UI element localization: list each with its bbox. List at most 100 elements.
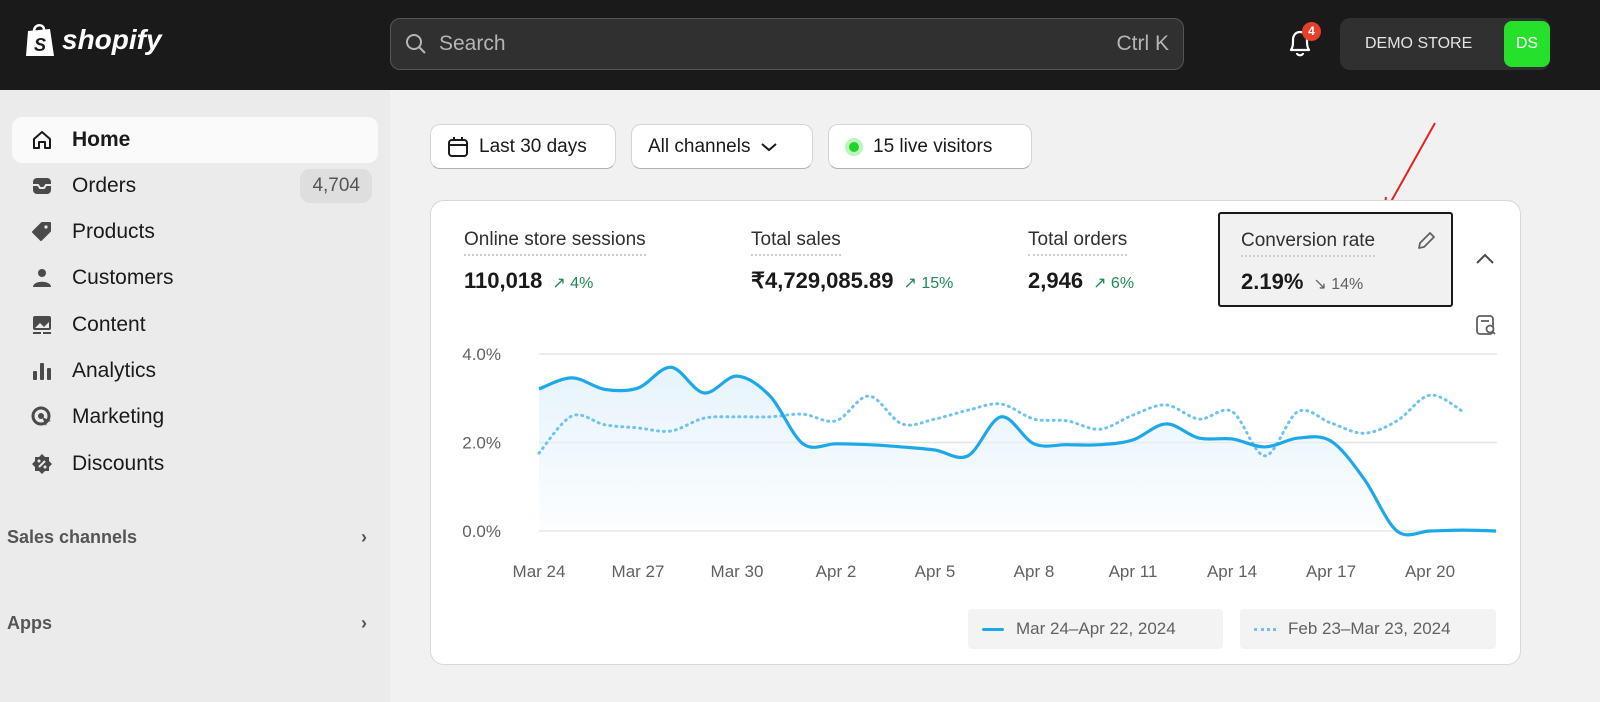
- sidebar-item-home[interactable]: Home: [12, 117, 378, 163]
- dotted-line-icon: [1254, 627, 1276, 631]
- sidebar-item-label: Products: [72, 220, 155, 243]
- store-menu-button[interactable]: DEMO STORE DS: [1340, 18, 1550, 70]
- apps-section[interactable]: Apps ›: [7, 613, 367, 634]
- sidebar-item-label: Customers: [72, 266, 174, 289]
- pencil-icon[interactable]: [1415, 230, 1437, 252]
- previous-series-line: [537, 393, 1465, 458]
- x-tick-label: Mar 24: [513, 562, 566, 581]
- metric-label: Total orders: [1028, 229, 1128, 256]
- sidebar-item-label: Orders: [72, 174, 137, 197]
- date-range-button[interactable]: Last 30 days: [430, 124, 616, 169]
- y-tick-label: 0.0%: [462, 522, 501, 541]
- shopify-logo[interactable]: S shopify: [24, 22, 162, 58]
- legend-label: Feb 23–Mar 23, 2024: [1288, 619, 1451, 638]
- search-shortcut: Ctrl K: [1116, 32, 1170, 55]
- date-range-label: Last 30 days: [479, 135, 587, 157]
- metric-total-orders[interactable]: Total orders 2,946 ↗ 6%: [1028, 229, 1134, 294]
- metric-value: 2,946: [1028, 268, 1084, 293]
- arrow-up-icon: ↗: [903, 275, 917, 292]
- calendar-icon: [448, 136, 468, 157]
- sidebar-item-label: Marketing: [72, 405, 165, 428]
- metric-label: Conversion rate: [1241, 230, 1376, 257]
- tag-icon: [12, 220, 72, 244]
- home-icon: [12, 128, 72, 152]
- live-visitors-label: 15 live visitors: [873, 135, 993, 157]
- metric-value: 2.19%: [1241, 269, 1304, 294]
- bar-chart-icon: [12, 359, 72, 383]
- person-icon: [12, 266, 72, 290]
- svg-text:S: S: [34, 35, 46, 55]
- x-tick-label: Apr 2: [816, 562, 857, 581]
- sidebar-item-label: Discounts: [72, 452, 165, 475]
- sidebar-item-label: Analytics: [72, 359, 157, 382]
- y-tick-label: 4.0%: [462, 345, 501, 364]
- chevron-down-icon: [761, 142, 778, 151]
- metric-value: ₹4,729,085.89: [751, 268, 894, 293]
- sidebar-item-label: Home: [72, 128, 131, 151]
- sidebar-item-marketing[interactable]: Marketing: [12, 394, 378, 440]
- legend-item-previous[interactable]: Feb 23–Mar 23, 2024: [1240, 609, 1496, 649]
- arrow-down-icon: ↘: [1313, 276, 1327, 293]
- current-series-line: [538, 365, 1497, 537]
- chevron-right-icon: ›: [361, 527, 367, 547]
- metric-change: 14%: [1331, 276, 1364, 293]
- top-bar: S shopify Search Ctrl K 4 DEMO STORE DS: [0, 0, 1600, 90]
- sidebar-item-customers[interactable]: Customers: [12, 255, 378, 301]
- conversion-rate-chart: 0.0% 2.0% 4.0% Mar 24 Mar 27 Mar 30 Apr 2 Apr 5…: [462, 345, 1497, 581]
- section-label: Apps: [7, 613, 52, 633]
- metric-label: Online store sessions: [464, 229, 646, 256]
- x-tick-label: Apr 14: [1207, 562, 1257, 581]
- current-series-area: [539, 367, 1496, 535]
- x-tick-label: Apr 11: [1109, 562, 1158, 581]
- legend-item-current[interactable]: Mar 24–Apr 22, 2024: [968, 609, 1223, 649]
- logo-text: shopify: [62, 24, 162, 55]
- inbox-icon: [12, 174, 72, 198]
- sidebar-item-analytics[interactable]: Analytics: [12, 348, 378, 394]
- x-tick-label: Apr 5: [915, 562, 956, 581]
- bell-icon[interactable]: [1285, 28, 1315, 60]
- sidebar-item-content[interactable]: Content: [12, 302, 378, 348]
- section-label: Sales channels: [7, 527, 138, 547]
- store-name: DEMO STORE: [1365, 35, 1473, 52]
- chevron-up-icon[interactable]: [1474, 251, 1496, 267]
- search-input[interactable]: Search Ctrl K: [390, 18, 1184, 70]
- sidebar-item-orders[interactable]: Orders 4,704: [12, 163, 378, 209]
- sidebar-item-products[interactable]: Products: [12, 209, 378, 255]
- metric-label: Total sales: [751, 229, 841, 256]
- image-icon: [12, 313, 72, 337]
- live-dot-icon: [845, 137, 863, 156]
- channels-label: All channels: [648, 135, 751, 157]
- shopping-bag-icon: S: [26, 24, 54, 56]
- channels-dropdown[interactable]: All channels: [631, 124, 813, 169]
- sidebar-item-discounts[interactable]: Discounts: [12, 441, 378, 487]
- arrow-up-icon: ↗: [1093, 275, 1107, 292]
- metric-change: 4%: [570, 275, 594, 292]
- x-tick-label: Apr 20: [1405, 562, 1455, 581]
- solid-line-icon: [982, 627, 1004, 631]
- x-tick-label: Mar 30: [711, 562, 764, 581]
- metrics-card: Online store sessions 110,018 ↗ 4% Total s…: [430, 200, 1521, 665]
- chevron-right-icon: ›: [361, 613, 367, 633]
- search-icon: [406, 34, 426, 54]
- y-tick-label: 2.0%: [462, 434, 501, 453]
- avatar: DS: [1504, 21, 1550, 67]
- x-tick-label: Apr 8: [1014, 562, 1055, 581]
- metric-sessions[interactable]: Online store sessions 110,018 ↗ 4%: [464, 229, 646, 294]
- legend-label: Mar 24–Apr 22, 2024: [1016, 619, 1176, 638]
- orders-count-badge: 4,704: [300, 169, 372, 203]
- sidebar: Home Orders 4,704 Products Customers Cont…: [0, 90, 390, 702]
- metric-change: 15%: [921, 275, 954, 292]
- live-visitors-button[interactable]: 15 live visitors: [828, 124, 1032, 169]
- chart-search-icon[interactable]: [1474, 313, 1498, 337]
- notification-badge: 4: [1302, 22, 1321, 41]
- x-tick-label: Apr 17: [1306, 562, 1356, 581]
- metric-total-sales[interactable]: Total sales ₹4,729,085.89 ↗ 15%: [751, 229, 953, 294]
- metric-conversion-rate[interactable]: Conversion rate 2.19% ↘ 14%: [1218, 212, 1453, 307]
- arrow-up-icon: ↗: [552, 275, 566, 292]
- metric-change: 6%: [1110, 275, 1135, 292]
- x-tick-label: Mar 27: [612, 562, 665, 581]
- metric-value: 110,018: [464, 268, 543, 293]
- sales-channels-section[interactable]: Sales channels ›: [7, 527, 367, 548]
- discount-icon: [12, 452, 72, 476]
- search-placeholder: Search: [439, 32, 506, 55]
